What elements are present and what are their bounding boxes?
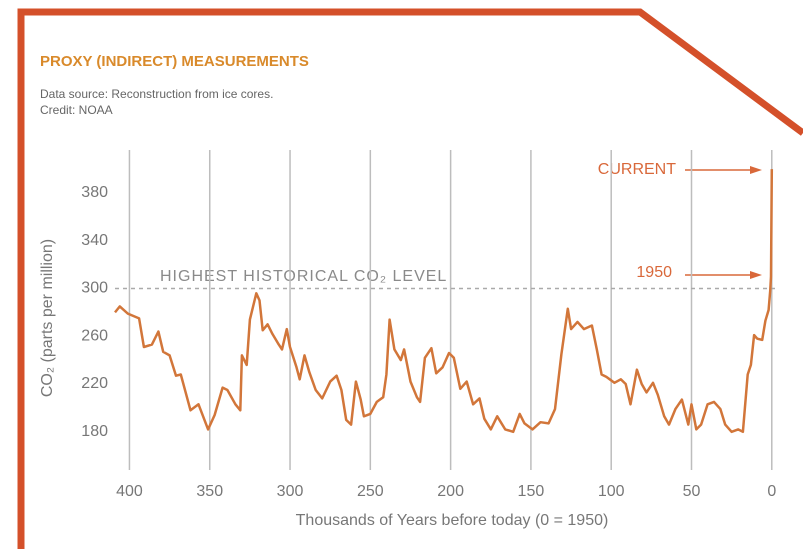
x-tick-label: 100 (598, 483, 625, 500)
y-tick-label: 260 (81, 327, 108, 344)
y-tick-label: 220 (81, 375, 108, 392)
x-tick-label: 300 (277, 483, 304, 500)
annotation: 1950 (636, 264, 672, 281)
annotation: CURRENT (598, 161, 676, 178)
x-tick-label: 250 (357, 483, 384, 500)
chart-title: PROXY (INDIRECT) MEASUREMENTS (40, 53, 309, 70)
y-tick-label: 380 (81, 184, 108, 201)
data-line (114, 169, 774, 434)
x-tick-label: 350 (196, 483, 223, 500)
arrow (685, 271, 762, 279)
reference-label: HIGHEST HISTORICAL CO₂ LEVEL (160, 268, 447, 285)
y-tick-label: 180 (81, 423, 108, 440)
x-tick-label: 400 (116, 483, 143, 500)
subtitle: Data source: Reconstruction from ice cor… (40, 87, 273, 101)
frame (17, 8, 803, 549)
y-axis-label: CO₂ (parts per million) (39, 239, 56, 397)
x-tick-label: 50 (683, 483, 701, 500)
x-tick-label: 150 (518, 483, 545, 500)
x-tick-label: 0 (767, 483, 776, 500)
x-axis-label: Thousands of Years before today (0 = 195… (296, 512, 609, 529)
y-tick-label: 300 (81, 280, 108, 297)
subtitle: Credit: NOAA (40, 103, 113, 117)
x-tick-label: 200 (437, 483, 464, 500)
arrow (685, 166, 762, 174)
y-tick-label: 340 (81, 232, 108, 249)
